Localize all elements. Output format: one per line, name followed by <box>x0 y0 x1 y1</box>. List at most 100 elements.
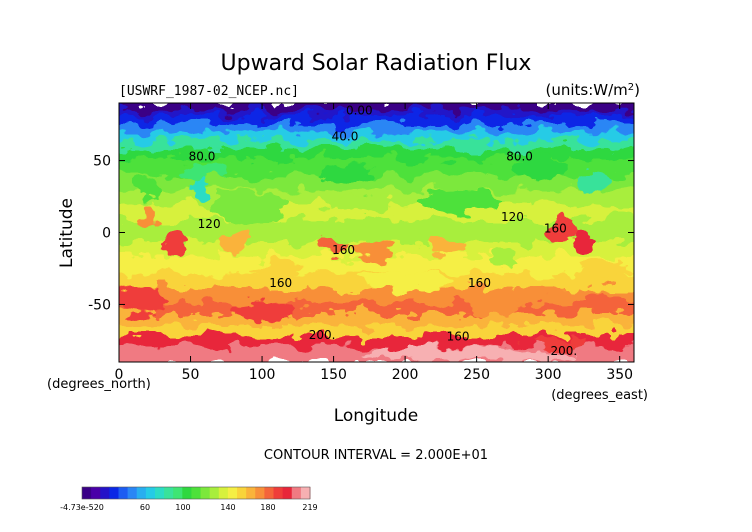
colorbar-swatch <box>164 487 174 499</box>
field-patch <box>576 170 606 194</box>
field-band <box>119 158 634 180</box>
field-patch <box>490 350 577 362</box>
colorbar-swatch <box>200 487 211 499</box>
contour-label-layer: 0.00 40.0 80.0 80.0 120 120 160 160 160 160 160 200… <box>189 104 578 358</box>
colorbar-swatch <box>182 487 193 499</box>
field-band <box>119 109 634 120</box>
contour-interval-text: CONTOUR INTERVAL = 2.000E+01 <box>264 448 488 463</box>
field-patch <box>369 337 441 350</box>
field-patch <box>189 177 207 201</box>
y-unit-label: (degrees_north) <box>47 377 151 392</box>
colorbar-swatch <box>173 487 183 499</box>
field-patch <box>316 238 351 256</box>
contour-label: 160 <box>447 329 470 343</box>
field-patch <box>133 177 162 201</box>
colorbar-swatch <box>209 487 220 499</box>
chart-title: Upward Solar Radiation Flux <box>221 51 532 76</box>
colorbar-swatch <box>246 487 256 499</box>
y-tick-label: -50 <box>88 297 111 313</box>
contour-label: 80.0 <box>189 150 216 164</box>
field-patch <box>227 301 297 322</box>
contour-label: 200. <box>309 328 336 342</box>
field-patch <box>181 161 228 180</box>
field-patch <box>163 233 190 255</box>
contour-label: 160 <box>332 243 355 257</box>
colorbar-swatch <box>100 487 110 499</box>
field-patch <box>362 272 449 291</box>
contour-label: 200. <box>551 344 578 358</box>
colorbar-swatch <box>154 487 165 499</box>
field-patch <box>207 192 288 221</box>
colorbar-swatch <box>227 487 238 499</box>
x-axis: 0 50 100 150 200 250 300 350 <box>115 103 633 383</box>
contour-label: 40.0 <box>332 129 359 143</box>
field-patch <box>430 236 466 257</box>
x-unit-label: (degrees_east) <box>551 388 648 403</box>
field-patch <box>322 163 374 181</box>
x-axis-label: Longitude <box>334 406 419 426</box>
contour-label: 120 <box>198 217 221 231</box>
x-tick-label: 350 <box>606 367 633 383</box>
contour-label: 80.0 <box>506 150 533 164</box>
field-patch <box>585 258 626 279</box>
colorbar-swatch <box>109 487 120 499</box>
x-tick-label: 100 <box>249 367 276 383</box>
colorbar-swatch <box>191 487 202 499</box>
colorbar-swatch <box>118 487 129 499</box>
contour-label: 160 <box>544 222 567 236</box>
field-patch <box>119 287 167 316</box>
field-patch <box>585 290 626 314</box>
x-tick-label: 50 <box>182 367 200 383</box>
field-patch <box>140 205 155 232</box>
colorbar-swatch <box>237 487 247 499</box>
colorbar-labels: -4.73e-520 60 100 140 180 219 <box>60 503 318 512</box>
x-tick-label: 300 <box>535 367 562 383</box>
units-label: (units:W/m2) <box>545 81 640 99</box>
x-tick-label: 0 <box>115 367 124 383</box>
colorbar-swatch <box>264 487 275 499</box>
x-tick-label: 250 <box>463 367 490 383</box>
colorbar-label: -4.73e-520 <box>60 503 104 512</box>
colorbar-swatch <box>91 487 101 499</box>
field-patch <box>247 261 305 276</box>
colorbar-frame <box>81 486 311 500</box>
colorbar <box>81 486 311 500</box>
colorbar-label: 140 <box>220 503 235 512</box>
field-patch <box>356 241 397 259</box>
y-tick-label: 50 <box>93 154 111 170</box>
field-band <box>119 103 634 114</box>
contour-label: 0.00 <box>346 104 373 118</box>
field-patch <box>572 231 596 252</box>
colorbar-swatch <box>282 487 293 499</box>
colorbar-swatch <box>136 487 147 499</box>
contour-label: 160 <box>468 276 491 290</box>
field-band <box>119 175 634 195</box>
colorbar-swatch <box>291 487 302 499</box>
y-tick-label: 0 <box>102 226 111 242</box>
contour-label: 120 <box>501 210 524 224</box>
field-patch <box>419 189 506 213</box>
colorbar-swatch <box>82 487 92 499</box>
colorbar-swatch <box>145 487 156 499</box>
field-patch <box>472 292 524 316</box>
colorbar-swatch <box>218 487 229 499</box>
colorbar-swatch <box>300 487 311 499</box>
colorbar-label: 180 <box>260 503 275 512</box>
contour-label: 160 <box>269 276 292 290</box>
file-label: [USWRF_1987-02_NCEP.nc] <box>119 84 299 99</box>
colorbar-swatch <box>255 487 265 499</box>
y-axis: 50 0 -50 <box>88 154 634 313</box>
field-patch <box>608 209 632 227</box>
field-patch <box>490 252 520 270</box>
field-patch <box>512 157 570 178</box>
colorbar-label: 219 <box>302 503 317 512</box>
field-patch <box>548 215 577 245</box>
field-band <box>119 141 634 153</box>
field-patch <box>219 232 248 256</box>
field-patch <box>333 195 391 213</box>
x-tick-label: 200 <box>392 367 419 383</box>
colorbar-swatch <box>273 487 284 499</box>
heatmap-field <box>119 103 634 362</box>
colorbar-label: 100 <box>175 503 190 512</box>
